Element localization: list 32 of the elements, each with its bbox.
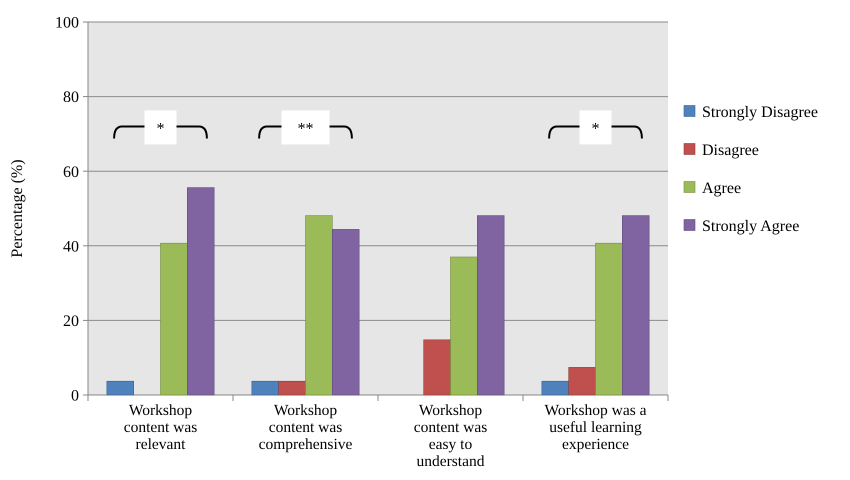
x-tick-label: Workshop content was comprehensive <box>258 402 353 453</box>
bar <box>160 242 188 396</box>
y-tick-label: 20 <box>63 313 79 330</box>
y-tick-label: 0 <box>71 388 79 405</box>
bar <box>252 380 279 396</box>
bar <box>622 215 650 396</box>
y-tick-label: 80 <box>63 89 79 106</box>
bar <box>568 367 596 396</box>
y-tick-label: 100 <box>55 14 79 32</box>
x-tick-label: Workshop was a useful learning experience <box>544 402 647 453</box>
annotation: ** <box>298 120 314 138</box>
y-axis-title: Percentage (%) <box>9 159 26 258</box>
legend-label: Disagree <box>702 142 759 160</box>
bar <box>595 242 623 396</box>
bar <box>106 380 134 396</box>
bar <box>450 256 478 396</box>
legend-label: Strongly Agree <box>702 218 800 236</box>
legend-label: Agree <box>702 180 742 198</box>
legend-label: Strongly Disagree <box>702 104 818 122</box>
bar <box>423 339 451 396</box>
bar <box>332 229 360 396</box>
bar <box>477 215 504 396</box>
x-tick-label: Workshop content was easy to understand <box>414 402 488 470</box>
bar <box>305 215 333 396</box>
bar <box>187 187 214 396</box>
bar <box>278 380 306 396</box>
bar <box>542 380 569 396</box>
y-tick-label: 60 <box>63 164 79 181</box>
y-tick-label: 40 <box>63 238 79 256</box>
annotation: * <box>592 120 600 138</box>
annotation: * <box>156 120 164 138</box>
x-tick-label: Workshop content was relevant <box>124 402 198 453</box>
